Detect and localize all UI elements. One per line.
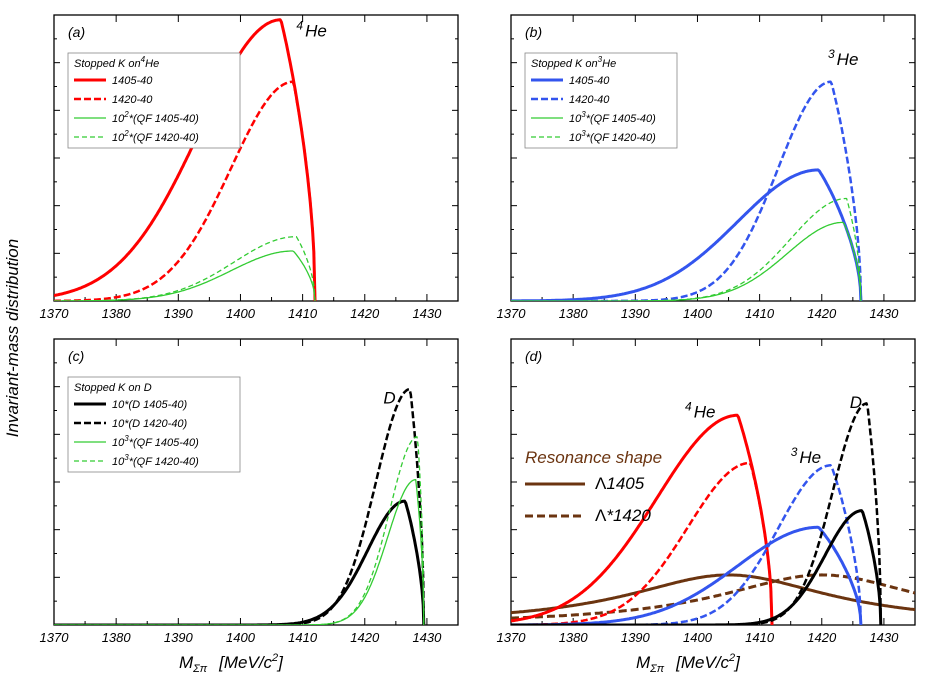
x-tick-label: 1370 <box>497 630 527 645</box>
x-axis-title-right: MΣπ [MeV/c2] <box>636 652 741 675</box>
y-axis-title: Invariant-mass distribution <box>3 239 22 437</box>
legend-label-1: 1405-40 <box>569 75 610 87</box>
legend: Stopped K on3He 1405-40 1420-40 103*(QF 140… <box>524 52 678 149</box>
resonance-legend: Resonance shape Λ1405 Λ*1420 <box>525 448 662 525</box>
legend-label-3: 102*(QF 1405-40) <box>112 110 199 125</box>
plot-area <box>511 402 915 625</box>
resonance-title: Resonance shape <box>525 448 662 467</box>
legend-label-3: 103*(QF 1405-40) <box>112 434 199 449</box>
curve-annotation: D <box>850 393 862 412</box>
x-tick-label: 1400 <box>683 630 713 645</box>
x-tick-label: 1420 <box>350 306 380 321</box>
legend-label-4: 103*(QF 1420-40) <box>112 453 199 468</box>
series-line-3 <box>511 221 862 301</box>
curve-annotation: 4 He <box>685 400 715 422</box>
x-tick-label: 1390 <box>164 630 194 645</box>
series-line-2 <box>54 387 426 625</box>
panel-a: 1370 1380 1390 1400 1410 1420 1430 (a) 4 He Stoppe… <box>40 14 459 321</box>
panel-label: (a) <box>68 24 85 40</box>
x-tick-label: 1410 <box>745 306 775 321</box>
series-line-4 <box>511 464 863 625</box>
x-tick-label: 1380 <box>102 630 132 645</box>
x-tick-label: 1400 <box>226 306 256 321</box>
x-tick-label: 1410 <box>745 630 775 645</box>
legend: Stopped K on D 10*(D 1405-40) 10*(D 1420-4… <box>67 376 241 473</box>
legend-label-2: 1420-40 <box>569 94 610 106</box>
curve-annotation: 3 He <box>828 47 858 69</box>
curve-annotation: 3 He <box>791 445 821 467</box>
x-tick-label: 1380 <box>559 630 589 645</box>
series-line-2 <box>511 80 863 301</box>
x-tick-label: 1370 <box>497 306 527 321</box>
legend-title: Stopped K on3He <box>531 55 616 70</box>
x-tick-label: 1410 <box>288 630 318 645</box>
legend-label-4: 103*(QF 1420-40) <box>569 129 656 144</box>
x-tick-label: 1400 <box>226 630 256 645</box>
legend-title: Stopped K on D <box>74 382 152 394</box>
series-line-4 <box>54 236 316 301</box>
x-tick-label: 1420 <box>350 630 380 645</box>
series-line-1 <box>511 168 863 301</box>
series-line-1 <box>54 18 317 301</box>
x-tick-label: 1430 <box>869 630 899 645</box>
x-tick-label: 1370 <box>40 630 70 645</box>
panel-label: (d) <box>525 348 542 364</box>
legend-box <box>524 52 678 149</box>
panel-c: 1370 1380 1390 1400 1410 1420 1430 (c) D Stopped … <box>40 338 459 645</box>
x-tick-label: 1400 <box>683 306 713 321</box>
x-axis-title-left: MΣπ [MeV/c2] <box>179 652 284 675</box>
legend-box <box>67 376 241 473</box>
series-line-5 <box>511 509 883 625</box>
x-tick-label: 1410 <box>288 306 318 321</box>
curve-annotation: 4 He <box>296 18 326 40</box>
x-tick-label: 1390 <box>621 630 651 645</box>
series-line-4 <box>511 197 862 301</box>
legend: Stopped K on4He 1405-40 1420-40 102*(QF 140… <box>67 52 241 149</box>
series-line-1 <box>54 499 426 625</box>
plot-area <box>54 387 426 625</box>
panel-label: (b) <box>525 24 542 40</box>
series-line-2 <box>54 80 317 301</box>
svg-text:MΣπ[MeV/c2]: MΣπ [MeV/c2] <box>636 652 741 675</box>
series-line-3 <box>54 250 316 301</box>
legend-label-2: 10*(D 1420-40) <box>112 418 188 430</box>
legend-label-3: 103*(QF 1405-40) <box>569 110 656 125</box>
plot-area <box>511 80 863 301</box>
curve-annotation: D <box>383 388 395 407</box>
legend-label-2: 1420-40 <box>112 94 153 106</box>
resonance-label-2: Λ*1420 <box>595 506 651 525</box>
series-line-3 <box>54 478 425 625</box>
legend-label-4: 102*(QF 1420-40) <box>112 129 199 144</box>
x-tick-label: 1380 <box>559 306 589 321</box>
resonance-curve-1 <box>511 573 915 615</box>
x-tick-label: 1370 <box>40 306 70 321</box>
x-tick-label: 1430 <box>869 306 899 321</box>
plot-area <box>54 18 317 301</box>
panel-d: 1370 1380 1390 1400 1410 1420 1430 (d) 4 He 3 He D Re… <box>497 338 916 645</box>
series-line-1 <box>511 413 774 625</box>
legend-label-1: 1405-40 <box>112 75 153 87</box>
panel-label: (c) <box>68 348 84 364</box>
legend-label-1: 10*(D 1405-40) <box>112 399 188 411</box>
svg-text:MΣπ[MeV/c2]: MΣπ [MeV/c2] <box>179 652 284 675</box>
x-tick-label: 1390 <box>164 306 194 321</box>
resonance-label-1: Λ1405 <box>595 474 645 493</box>
panel-b: 1370 1380 1390 1400 1410 1420 1430 (b) 3 He Stoppe… <box>497 14 916 321</box>
x-tick-label: 1430 <box>412 306 442 321</box>
x-tick-label: 1420 <box>807 630 837 645</box>
x-tick-label: 1390 <box>621 306 651 321</box>
x-tick-label: 1430 <box>412 630 442 645</box>
legend-title: Stopped K on4He <box>74 55 159 70</box>
x-tick-label: 1420 <box>807 306 837 321</box>
legend-box <box>67 52 241 149</box>
x-tick-label: 1380 <box>102 306 132 321</box>
